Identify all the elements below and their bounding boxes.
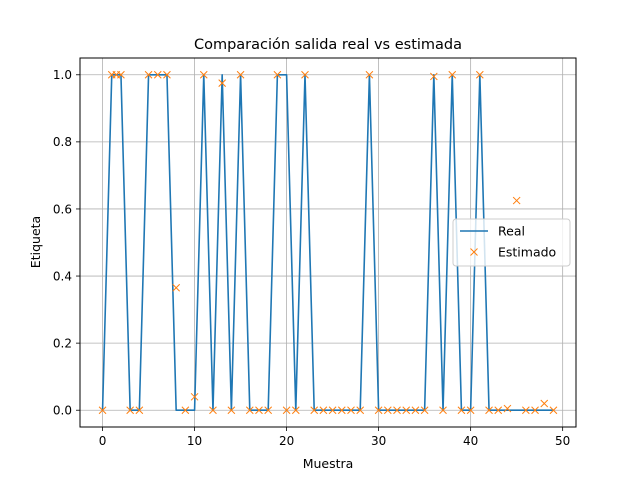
estimado-point bbox=[227, 406, 236, 415]
estimado-point bbox=[402, 406, 411, 415]
estimado-point bbox=[126, 406, 135, 415]
estimado-point bbox=[420, 406, 429, 415]
series-real bbox=[101, 73, 554, 412]
x-axis-ticks: 0 10 20 30 40 50 bbox=[99, 427, 570, 448]
y-axis-label: Etiqueta bbox=[28, 216, 43, 268]
estimado-point bbox=[255, 406, 263, 415]
estimado-point bbox=[264, 406, 273, 415]
real-line bbox=[101, 73, 554, 412]
estimado-point bbox=[485, 406, 493, 415]
estimado-point bbox=[245, 406, 254, 415]
y-tick-label: 0.8 bbox=[53, 135, 72, 149]
x-tick-label: 20 bbox=[279, 434, 294, 448]
estimado-point bbox=[328, 406, 337, 415]
estimado-point bbox=[540, 399, 549, 408]
y-tick-label: 0.0 bbox=[53, 404, 72, 418]
estimado-point bbox=[190, 392, 199, 401]
estimado-point bbox=[117, 70, 125, 79]
estimado-point bbox=[172, 283, 181, 292]
estimado-point bbox=[365, 70, 374, 79]
estimado-point bbox=[337, 406, 346, 415]
estimado-point bbox=[531, 406, 539, 415]
legend-estimado-swatch bbox=[470, 248, 478, 256]
estimado-point bbox=[549, 406, 558, 415]
estimado-point bbox=[512, 196, 521, 205]
estimado-point bbox=[218, 79, 227, 88]
estimado-point bbox=[466, 406, 475, 415]
x-tick-label: 40 bbox=[463, 434, 478, 448]
x-tick-label: 10 bbox=[187, 434, 202, 448]
estimado-point bbox=[429, 72, 438, 81]
estimado-point bbox=[135, 406, 144, 415]
estimado-point bbox=[448, 70, 457, 79]
x-tick-label: 30 bbox=[371, 434, 386, 448]
estimado-point bbox=[374, 406, 383, 415]
estimado-point bbox=[163, 70, 171, 79]
estimado-point bbox=[98, 406, 107, 415]
estimado-point bbox=[144, 70, 153, 79]
legend-real-label: Real bbox=[498, 224, 525, 239]
estimado-point bbox=[475, 70, 484, 79]
chart-title: Comparación salida real vs estimada bbox=[194, 37, 462, 53]
estimado-point bbox=[273, 70, 282, 79]
y-tick-label: 0.6 bbox=[53, 202, 72, 216]
series-estimado bbox=[98, 70, 558, 415]
estimado-point bbox=[457, 406, 466, 415]
y-tick-label: 0.2 bbox=[53, 336, 72, 350]
estimado-point bbox=[199, 70, 208, 79]
legend-estimado-label: Estimado bbox=[498, 245, 556, 260]
estimado-point bbox=[356, 406, 365, 415]
x-axis-label: Muestra bbox=[303, 456, 354, 471]
estimado-point bbox=[383, 406, 392, 415]
y-tick-label: 1.0 bbox=[53, 68, 72, 82]
estimado-point bbox=[347, 406, 355, 415]
grid-lines bbox=[80, 58, 576, 427]
estimado-point bbox=[494, 406, 503, 415]
x-tick-label: 0 bbox=[99, 434, 107, 448]
estimado-point bbox=[411, 406, 420, 415]
estimado-point bbox=[393, 406, 401, 415]
estimado-point bbox=[236, 70, 245, 79]
estimado-point bbox=[181, 406, 190, 415]
legend: Real Estimado bbox=[452, 218, 571, 267]
y-axis-ticks: 0.0 0.2 0.4 0.6 0.8 1.0 bbox=[53, 68, 80, 418]
estimado-point bbox=[503, 404, 512, 413]
x-tick-label: 50 bbox=[555, 434, 570, 448]
estimado-point bbox=[291, 406, 300, 415]
estimado-point bbox=[310, 406, 319, 415]
estimado-point bbox=[439, 406, 447, 415]
estimado-point bbox=[282, 406, 291, 415]
estimado-point bbox=[153, 70, 162, 79]
estimado-point bbox=[209, 406, 217, 415]
estimado-point bbox=[521, 406, 530, 415]
estimado-point bbox=[319, 406, 328, 415]
plot-frame bbox=[79, 57, 577, 428]
y-tick-label: 0.4 bbox=[53, 269, 72, 283]
estimado-point bbox=[301, 70, 309, 79]
